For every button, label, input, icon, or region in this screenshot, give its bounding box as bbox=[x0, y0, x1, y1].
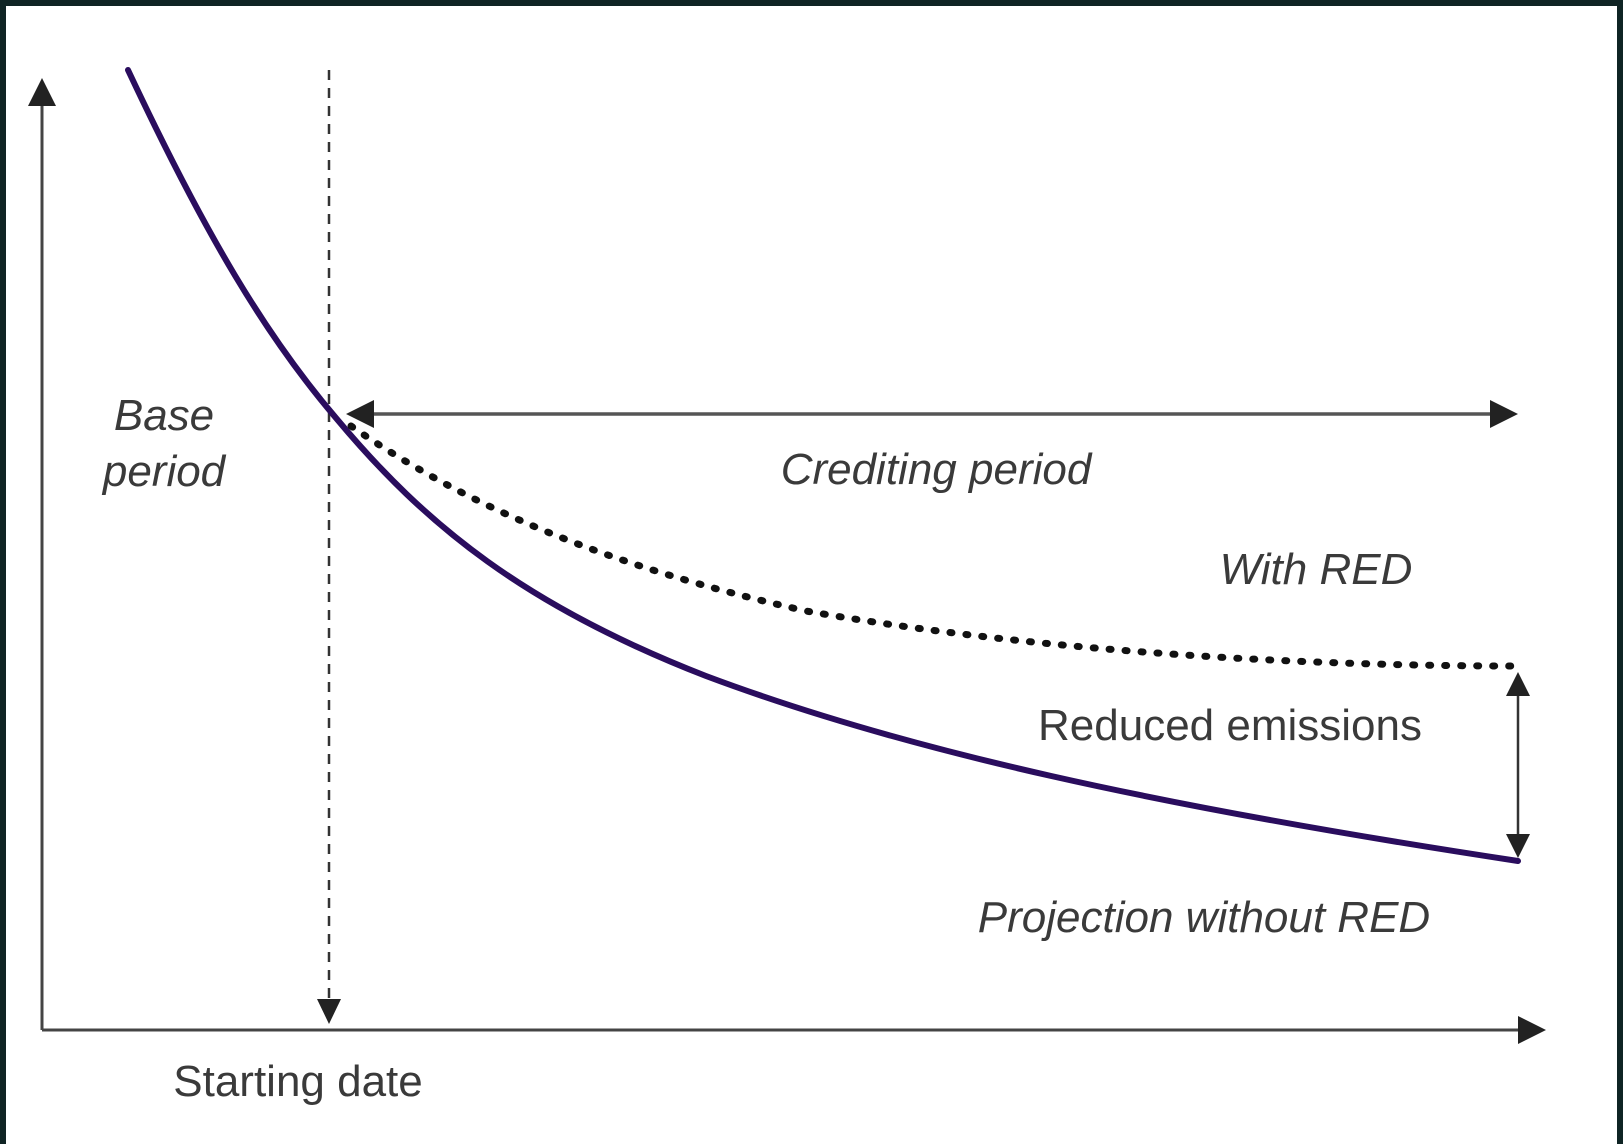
x-axis-arrow-icon bbox=[1518, 1016, 1546, 1044]
starting-date-label: Starting date bbox=[173, 1057, 423, 1106]
with-red-label: With RED bbox=[1220, 545, 1413, 594]
reduced-emissions-label: Reduced emissions bbox=[1038, 701, 1422, 750]
base-period-label-line1: Base bbox=[114, 391, 214, 440]
crediting-period-label: Crediting period bbox=[781, 445, 1093, 494]
base-period-label-line2: period bbox=[101, 447, 227, 496]
crediting-period-right-arrow-icon bbox=[1490, 400, 1518, 428]
starting-date-arrow-icon bbox=[317, 999, 341, 1024]
with-red-curve bbox=[347, 422, 1522, 670]
projection-without-red-curve bbox=[125, 67, 1521, 864]
emissions-diagram: Base period Crediting period With RED Re… bbox=[28, 67, 1546, 1106]
projection-without-red-label: Projection without RED bbox=[978, 893, 1430, 942]
crediting-period-left-arrow-icon bbox=[346, 400, 374, 428]
y-axis-arrow-icon bbox=[28, 78, 56, 106]
reduced-emissions-top-arrow-icon bbox=[1506, 672, 1530, 696]
reduced-emissions-bottom-arrow-icon bbox=[1506, 834, 1530, 858]
diagram-canvas: Base period Crediting period With RED Re… bbox=[6, 6, 1617, 1144]
